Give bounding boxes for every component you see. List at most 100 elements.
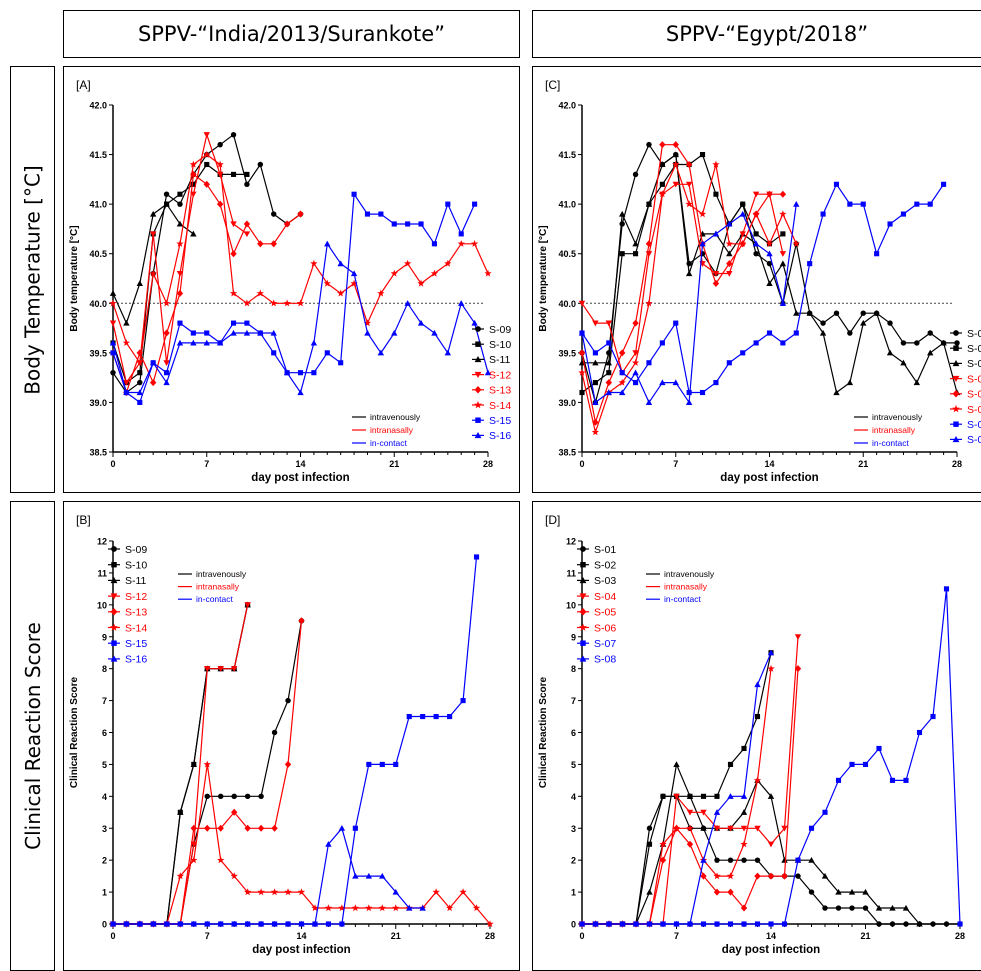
panel-b-series-s-14-point (203, 760, 211, 768)
panel-d-series-s-07-point (930, 713, 936, 720)
panel-c-series-s-02-point (713, 191, 719, 197)
panel-c-y-tick-label: 41.0 (558, 200, 576, 210)
panel-d-series-s-06-point (767, 664, 775, 672)
panel-b-legend-marker (111, 546, 117, 552)
panel-c-series-s-05-point (632, 319, 639, 327)
panel-d-series-s-03-point (700, 825, 707, 831)
panel-c-series-s-07-point (847, 201, 853, 207)
panel-c-chart: [C] 38.5 39.0 39.5 40.0 40.5 41.0 41.5 42.0 0 7 14 2… (538, 78, 981, 484)
panel-d-series-s-01-point (930, 921, 936, 927)
panel-a-series-s-12 (109, 132, 251, 386)
panel-b-series-s-16-point (217, 920, 224, 927)
panel-c-group-legend-label: intravenously (872, 412, 923, 422)
panel-d-series-s-05-point (686, 840, 694, 848)
panel-c-series-s-06-point (591, 428, 599, 436)
panel-a-series-s-10-point (177, 191, 183, 197)
panel-b-y-tick-label: 1 (102, 888, 107, 898)
panel-d-y-tick-label: 11 (566, 568, 576, 578)
panel-c-series-s-08-point (645, 399, 653, 405)
panel-d-series-s-05-point (740, 904, 748, 912)
panel-c-series-s-04-point (726, 270, 733, 277)
panel-d-series-s-03-point (862, 888, 869, 895)
panel-a-series-s-15-point (204, 330, 210, 336)
panel-b-legend-label: S-10 (125, 560, 147, 572)
panel-d-series-s-08-point (673, 920, 680, 927)
panel-c-series-s-08-point (685, 399, 693, 405)
panel-d-series-s-04-point (740, 825, 748, 832)
panel-c-series-s-07-line (581, 183, 945, 394)
panel-d-legend-marker (579, 593, 587, 600)
panel-d-legend-label: S-02 (594, 560, 616, 572)
panel-a-y-tick-label: 39.5 (89, 348, 107, 358)
panel-b-series-s-15-point (339, 921, 345, 927)
panel-c-series-s-07-point (673, 320, 679, 326)
panel-c-series-s-03-point (766, 280, 773, 287)
panel-a-group-legend-label: in-contact (370, 438, 407, 448)
panel-c-series-s-02-point (753, 231, 759, 237)
panel-a-series-s-09-point (110, 369, 116, 376)
panel-b-legend-marker (110, 655, 118, 662)
panel-a-series-s-14-point (404, 259, 412, 267)
panel-d-series-s-03-line (582, 762, 920, 925)
panel-d-series-s-06-point (672, 824, 681, 832)
panel-c-series-s-03-point (927, 349, 934, 356)
panel-c-series-s-04-point (592, 320, 599, 327)
panel-c-series-s-06-point (698, 210, 707, 218)
panel-a-series-s-15-point (445, 201, 451, 207)
panel-c-series-s-02-point (633, 251, 639, 257)
panel-b-x-tick-label: 7 (205, 931, 210, 941)
panel-a-series-s-11-point (109, 290, 117, 296)
panel-b-series-s-15-point (352, 825, 358, 831)
panel-a-series-s-16-point (377, 349, 385, 356)
panel-a-series-s-15-point (230, 320, 237, 326)
panel-b-series-s-13-point (244, 824, 251, 832)
panel-c-series-s-03-point (672, 151, 679, 158)
panel-a-series-s-14-point (203, 150, 211, 158)
panel-c-label: [C] (545, 78, 560, 92)
panel-a-series-s-15-point (244, 320, 250, 326)
panel-a-y-axis-title: Body temperature [°C] (69, 225, 80, 331)
panel-a-series-s-10-point (137, 370, 143, 376)
panel-c-legend-marker (952, 436, 960, 443)
panel-c-series-s-07-point (726, 360, 732, 366)
panel-b-series-s-13-point (217, 824, 224, 832)
panel-c-series-s-03-point (645, 200, 653, 207)
panel-c-series-s-03-point (632, 240, 639, 247)
panel-a-series-s-14 (109, 150, 492, 366)
panel-d-y-tick-label: 4 (571, 792, 576, 802)
panel-a-series-s-15-point (297, 370, 304, 376)
panel-a-legend-label: S-14 (489, 400, 511, 412)
panel-b-series-s-16 (109, 825, 426, 927)
panel-c-series-s-04-point (739, 231, 746, 238)
panel-a-series-s-13-point (243, 220, 251, 228)
panel-b-legend-marker (111, 640, 117, 646)
panel-b-series-s-14 (109, 760, 494, 928)
panel-a-series-s-16-point (310, 339, 318, 346)
panel-b-series-s-15-point (406, 713, 412, 720)
panel-a-series-s-14-point (390, 269, 398, 277)
panel-d-series-s-07-point (795, 857, 801, 863)
panel-c-series-s-02-point (659, 181, 665, 187)
panel-a-series-s-14-point (283, 299, 291, 307)
panel-a-series-s-13-point (270, 240, 277, 248)
panel-c-series-s-04-point (779, 251, 787, 257)
panel-a-series-s-14-point (256, 289, 264, 297)
header-egypt-label: SPPV-“Egypt/2018” (665, 22, 869, 46)
panel-b-series-s-15-point (420, 713, 426, 720)
panel-b-series-s-14-point (324, 904, 333, 912)
panel-a-legend-label: S-09 (489, 324, 511, 336)
panel-a-series-s-15-point (311, 370, 317, 376)
panel-b-series-s-16-line (113, 827, 423, 925)
panel-c-series-s-04-point (672, 181, 679, 188)
panel-c-series-s-06 (578, 160, 800, 436)
panel-c-series-s-01-point (632, 171, 639, 178)
panel-b-y-tick-label: 3 (102, 824, 107, 834)
panel-b-legend-marker (110, 577, 118, 584)
panel-d-series-s-05-point (713, 888, 721, 896)
panel-a-series-s-14-point (337, 289, 345, 297)
panel-a-series-s-11-point (136, 280, 143, 287)
panel-b-series-s-14-point (392, 904, 400, 912)
panel-a-series-s-13-point (297, 210, 304, 218)
panel-a-series-s-12-point (230, 221, 237, 228)
panel-b-series-s-16-point (284, 920, 292, 927)
